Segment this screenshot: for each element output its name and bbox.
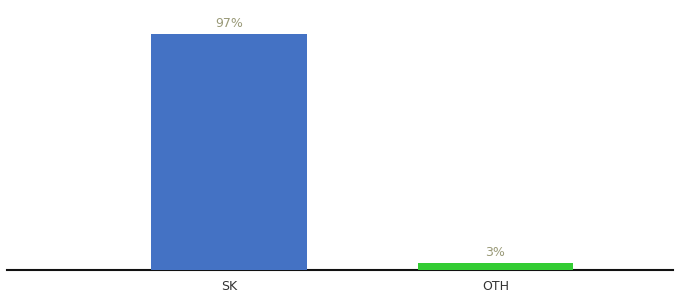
Bar xyxy=(418,263,573,270)
Text: 3%: 3% xyxy=(486,246,505,260)
Text: 97%: 97% xyxy=(215,17,243,30)
Bar xyxy=(151,34,307,270)
